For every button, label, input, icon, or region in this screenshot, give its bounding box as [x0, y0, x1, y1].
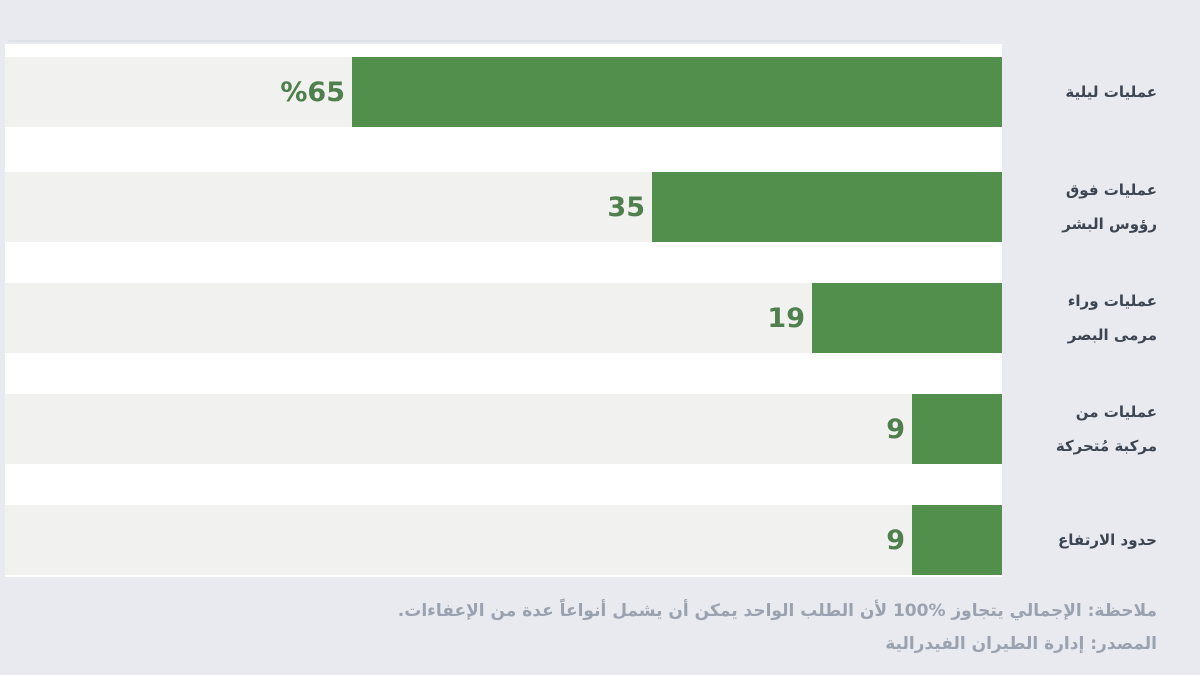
footnote-note-line: ملاحظة: الإجمالي يتجاوز %100 لأن الطلب ا… [397, 601, 1157, 621]
category-label-over-people: عمليات فوق رؤوس البشر [987, 172, 1157, 242]
bar-moving-vehicle [912, 394, 1002, 464]
chart-footnote: ملاحظة: الإجمالي يتجاوز %100 لأن الطلب ا… [397, 595, 1157, 661]
category-label-line: مرمى البصر [1067, 326, 1157, 344]
category-label-night-operations: عمليات ليلية [987, 57, 1157, 127]
category-label-line: عمليات من [1075, 403, 1157, 421]
bar-row-night-operations: %65 [5, 57, 1002, 127]
category-label-moving-vehicle: عمليات من مركبة مُتحركة [987, 394, 1157, 464]
category-label-line: حدود الارتفاع [1058, 531, 1157, 549]
bar-night-operations [352, 57, 1002, 127]
bar-altitude-limits [912, 505, 1002, 575]
bar-row-over-people: 35 [5, 172, 1002, 242]
bar-over-people [652, 172, 1002, 242]
category-label-beyond-line-of-sight: عمليات وراء مرمى البصر [987, 283, 1157, 353]
category-label-line: عمليات ليلية [1065, 83, 1157, 101]
category-label-altitude-limits: حدود الارتفاع [987, 505, 1157, 575]
category-label-line: عمليات وراء [1067, 292, 1157, 310]
bar-value-night-operations: %65 [280, 76, 345, 108]
category-labels-column: عمليات ليلية عمليات فوق رؤوس البشر عمليا… [987, 0, 1157, 675]
bar-row-beyond-line-of-sight: 19 [5, 283, 1002, 353]
category-label-line: رؤوس البشر [1062, 215, 1157, 233]
footnote-source-line: المصدر: إدارة الطيران الفيدرالية [885, 634, 1157, 654]
bar-beyond-line-of-sight [812, 283, 1002, 353]
bar-row-altitude-limits: 9 [5, 505, 1002, 575]
category-label-line: عمليات فوق [1065, 181, 1157, 199]
bar-row-moving-vehicle: 9 [5, 394, 1002, 464]
bar-value-altitude-limits: 9 [886, 524, 905, 556]
bar-value-beyond-line-of-sight: 19 [767, 302, 805, 334]
bar-value-moving-vehicle: 9 [886, 413, 905, 445]
bar-value-over-people: 35 [607, 191, 645, 223]
top-divider-line [8, 40, 960, 42]
category-label-line: مركبة مُتحركة [1055, 437, 1157, 455]
chart-panel: %65 35 19 9 9 [5, 44, 1002, 577]
